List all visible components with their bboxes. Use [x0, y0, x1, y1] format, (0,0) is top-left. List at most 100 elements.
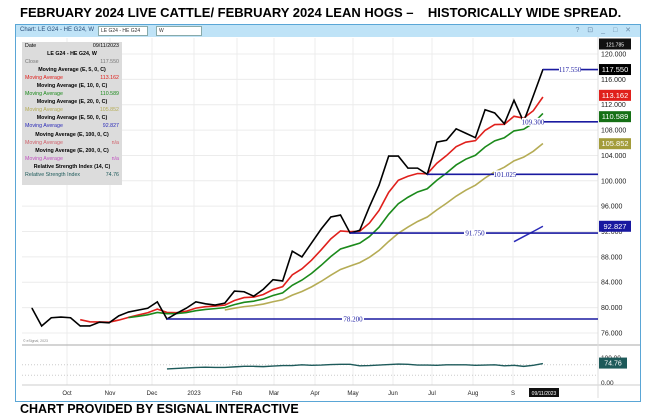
close-point: [291, 250, 293, 252]
price-box: [599, 89, 631, 101]
close-point: [69, 317, 72, 319]
close-point: [50, 317, 52, 319]
level-label-bg: [559, 65, 581, 74]
price-box: [599, 38, 631, 50]
close-point: [185, 307, 187, 309]
x-tick-label: May: [347, 391, 358, 397]
close-point: [532, 95, 534, 97]
legend-indicator-value: 74.76: [105, 171, 119, 178]
close-point: [455, 128, 457, 130]
close-point: [330, 216, 332, 218]
y-tick-label: 104.000: [601, 153, 626, 160]
close-point: [118, 315, 120, 317]
level-label-bg: [464, 229, 486, 238]
rsi-value-box: [599, 357, 627, 369]
close-point: [224, 302, 226, 304]
close-point: [137, 309, 139, 311]
legend-indicator-label: Moving Average: [25, 123, 63, 130]
legend-indicator-header: Moving Average (E, 50, 0, C): [36, 115, 108, 122]
ema-5-line: [80, 96, 544, 324]
level-label-bg: [342, 315, 364, 324]
close-point: [320, 228, 322, 230]
close-point: [310, 242, 313, 244]
close-point: [388, 155, 390, 157]
ema-10-line: [128, 112, 544, 319]
legend-close-label: Close: [25, 59, 39, 66]
price-box-label: 105.852: [601, 139, 628, 148]
legend-indicator-row: Moving Average n/a: [22, 139, 122, 147]
close-point: [436, 141, 438, 143]
legend-date-row: Date 09/11/2023: [22, 42, 122, 50]
interval-input[interactable]: W: [156, 26, 202, 36]
price-box-label: 117.550: [602, 65, 629, 74]
watermark: © eSignal, 2023: [23, 339, 48, 343]
close-point: [465, 132, 467, 134]
close-point: [41, 325, 43, 327]
legend-indicator-header: Moving Average (E, 5, 0, C): [38, 67, 106, 74]
legend-symbol: LE G24 - HE G24, W: [47, 51, 97, 58]
close-point: [60, 316, 62, 318]
close-point: [79, 325, 81, 327]
legend-indicator-value: 113.162: [100, 75, 119, 82]
x-tick-label: Apr: [310, 391, 319, 397]
close-point: [89, 325, 91, 327]
y-tick-label: 84.000: [601, 280, 623, 287]
y-tick-label: 120.000: [601, 52, 626, 59]
level-label: 109.300: [522, 118, 545, 126]
close-point: [368, 206, 370, 208]
x-tick-label: 2023: [187, 391, 201, 397]
price-box: [599, 138, 631, 150]
legend-indicator-row: Moving Average 110.589: [22, 90, 122, 98]
x-tick-label: Aug: [468, 391, 479, 397]
level-label: 101.025: [494, 171, 517, 179]
close-point: [397, 155, 399, 157]
legend-indicator-label: Moving Average: [25, 155, 63, 162]
y-tick-label: 88.000: [601, 254, 623, 261]
symbol-input[interactable]: LE G24 - HE G24: [98, 26, 148, 36]
window-title: Chart: LE G24 - HE G24, W: [20, 27, 95, 33]
close-point: [31, 307, 33, 309]
close-point: [243, 291, 245, 293]
close-point: [513, 99, 515, 101]
legend-indicator-header: Moving Average (E, 100, 0, C): [35, 131, 109, 138]
x-tick-label: Mar: [269, 391, 279, 397]
close-point: [204, 303, 207, 305]
data-window-legend: Date 09/11/2023 LE G24 - HE G24, W Close…: [22, 42, 122, 185]
x-tick-label: S: [511, 391, 515, 397]
window-controls[interactable]: ? ⊡ _ □ ✕: [575, 27, 634, 34]
legend-indicator-row: Relative Strength Index 74.76: [22, 171, 122, 179]
y-tick-label: 112.000: [601, 102, 626, 109]
x-tick-label: Jun: [388, 391, 398, 397]
close-point: [407, 167, 409, 169]
legend-indicator-header: Relative Strength Index (14, C): [33, 163, 111, 170]
close-point: [474, 137, 477, 139]
legend-date-value: 09/11/2023: [92, 43, 119, 49]
legend-indicator-value: 110.589: [100, 91, 119, 98]
legend-close-value: 117.550: [100, 59, 119, 66]
y-tick-label: 76.000: [601, 330, 623, 337]
legend-indicator-header: Moving Average (E, 20, 0, C): [36, 99, 108, 106]
y-tick-label: 92.000: [601, 229, 623, 236]
close-point: [262, 288, 264, 290]
price-box: [599, 220, 631, 232]
legend-date-label: Date: [25, 43, 37, 49]
rsi-tick-label: 0.00: [601, 380, 614, 387]
legend-close-row: Close 117.550: [22, 58, 122, 66]
legend-indicator-header: Moving Average (E, 200, 0, C): [35, 147, 109, 154]
y-tick-label: 108.000: [601, 128, 626, 135]
x-tick-label: Feb: [232, 391, 243, 397]
level-label: 78.200: [343, 316, 363, 324]
price-box-label: 110.589: [602, 112, 629, 121]
close-point: [127, 311, 129, 313]
close-point: [233, 290, 236, 292]
close-point: [445, 139, 448, 141]
close-point: [282, 280, 284, 282]
close-point: [147, 307, 149, 309]
close-point: [214, 304, 216, 306]
close-point: [494, 112, 496, 114]
current-date-box: [529, 388, 559, 397]
close-point: [503, 123, 505, 125]
legend-indicator-value: n/a: [111, 139, 119, 146]
close-point: [484, 109, 486, 111]
level-label-bg: [494, 170, 516, 179]
